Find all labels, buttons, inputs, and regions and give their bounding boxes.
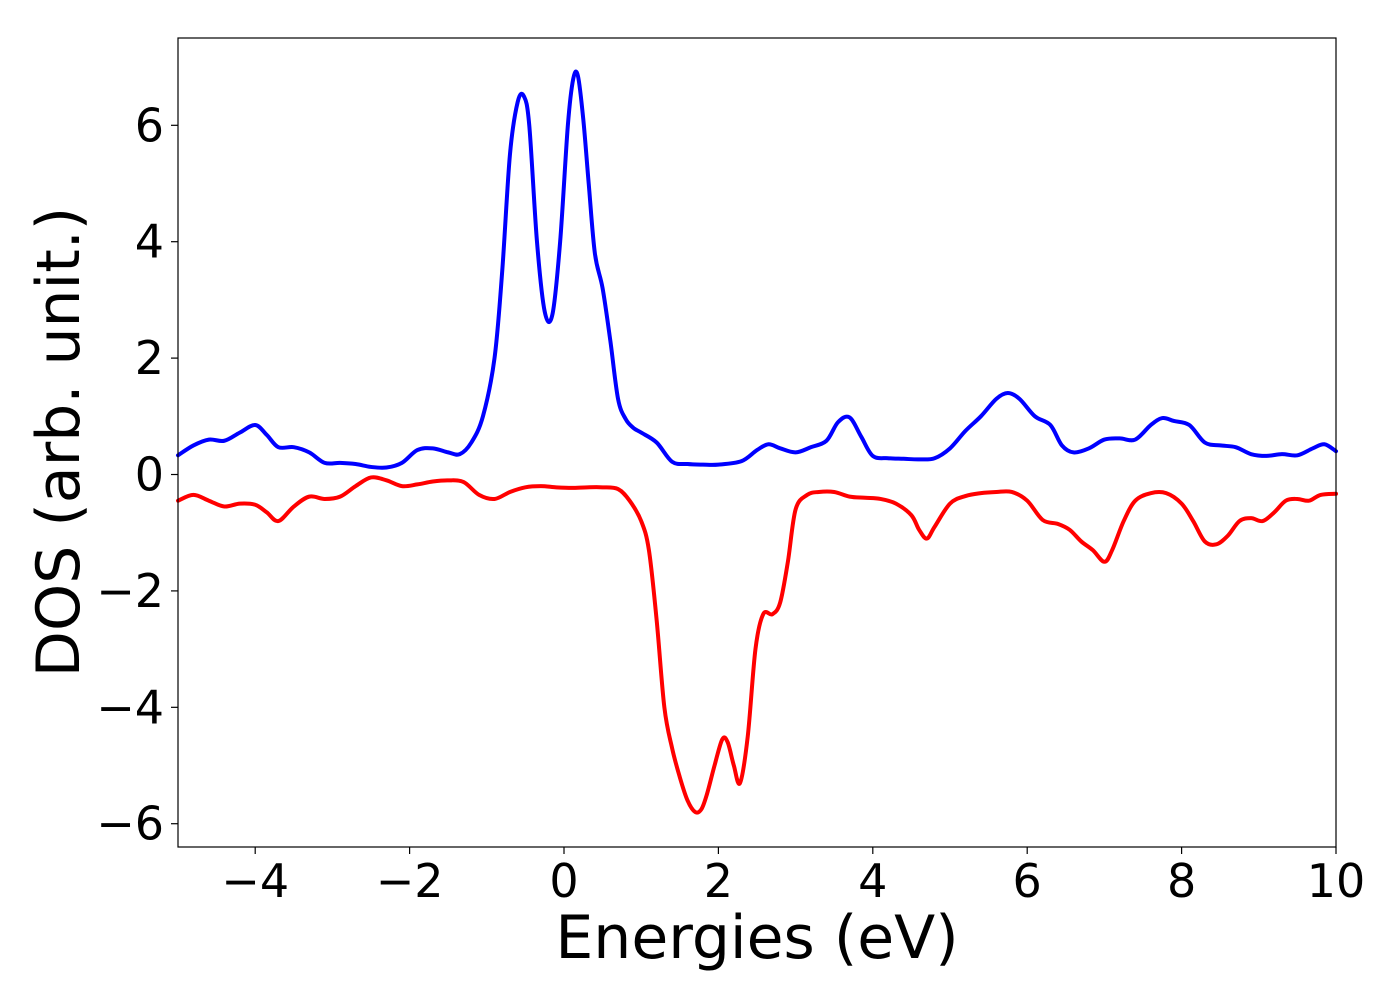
x-tick-label: 4	[858, 854, 887, 908]
x-tick-label: 6	[1013, 854, 1042, 908]
x-tick-label: 2	[704, 854, 733, 908]
y-tick-label: 0	[135, 448, 164, 502]
x-axis-ticks: −4 −2 0 2 4 6 8 10	[221, 847, 1365, 908]
x-axis-label: Energies (eV)	[555, 903, 958, 973]
x-tick-label: 10	[1307, 854, 1366, 908]
x-tick-label: 0	[549, 854, 578, 908]
y-tick-label: 6	[135, 98, 164, 152]
y-axis-label: DOS (arb. unit.)	[24, 207, 94, 677]
y-tick-label: 4	[135, 215, 164, 269]
y-tick-label: −4	[96, 680, 164, 734]
y-tick-label: −2	[96, 564, 164, 618]
y-axis-ticks: −6 −4 −2 0 2 4 6	[96, 98, 178, 851]
x-tick-label: −4	[221, 854, 289, 908]
y-tick-label: −6	[96, 797, 164, 851]
series-layer	[176, 69, 1338, 815]
plot-frame	[177, 37, 1337, 848]
series-line-blue	[176, 69, 1338, 470]
x-tick-label: −2	[376, 854, 444, 908]
y-tick-label: 2	[135, 331, 164, 385]
series-line-red	[176, 475, 1338, 815]
x-tick-label: 8	[1167, 854, 1196, 908]
